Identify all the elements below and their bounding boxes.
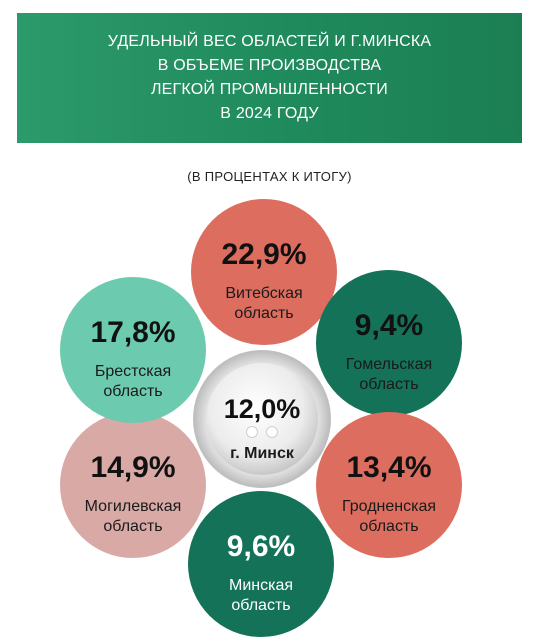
title-line-1: УДЕЛЬНЫЙ ВЕС ОБЛАСТЕЙ И Г.МИНСКА bbox=[107, 33, 432, 50]
region-label-brest-line-2: область bbox=[103, 383, 162, 400]
bubble-grodno: 13,4% Гродненская область bbox=[316, 412, 462, 558]
bubble-minsk-city: 12,0% г. Минск bbox=[193, 350, 331, 488]
bubble-brest: 17,8% Брестская область bbox=[60, 277, 206, 423]
bubble-vitebsk: 22,9% Витебская область bbox=[191, 199, 337, 345]
region-label-gomel-line-2: область bbox=[359, 376, 418, 393]
bubble-mogilev: 14,9% Могилевская область bbox=[60, 412, 206, 558]
value-label-minsk-region: 9,6% bbox=[227, 530, 295, 563]
socket-hole-right bbox=[266, 426, 278, 438]
value-label-gomel: 9,4% bbox=[355, 309, 423, 342]
socket-face bbox=[206, 363, 318, 475]
title-line-2: В ОБЪЕМЕ ПРОИЗВОДСТВА bbox=[157, 57, 382, 74]
title-line-3: ЛЕГКОЙ ПРОМЫШЛЕННОСТИ bbox=[150, 81, 388, 98]
region-label-brest-line-1: Брестская bbox=[95, 363, 171, 380]
region-label-grodno-line-2: область bbox=[359, 518, 418, 535]
region-label-gomel-line-1: Гомельская bbox=[346, 356, 432, 373]
chart-subtitle: (В ПРОЦЕНТАХ К ИТОГУ) bbox=[187, 169, 352, 184]
region-label-vitebsk-line-1: Витебская bbox=[225, 285, 302, 302]
bubble-circle-mogilev bbox=[60, 412, 206, 558]
bubble-circle-grodno bbox=[316, 412, 462, 558]
title-line-4: В 2024 ГОДУ bbox=[220, 105, 319, 122]
socket-hole-left bbox=[246, 426, 258, 438]
region-label-minsk-region-line-2: область bbox=[231, 597, 290, 614]
value-label-vitebsk: 22,9% bbox=[221, 238, 306, 271]
region-label-grodno-line-1: Гродненская bbox=[342, 498, 436, 515]
bubble-circle-brest bbox=[60, 277, 206, 423]
region-label-mogilev-line-2: область bbox=[103, 518, 162, 535]
bubble-gomel: 9,4% Гомельская область bbox=[316, 270, 462, 416]
region-label-minsk-region-line-1: Минская bbox=[229, 577, 293, 594]
value-label-mogilev: 14,9% bbox=[90, 451, 175, 484]
value-label-minsk-city: 12,0% bbox=[224, 394, 301, 424]
bubble-circle-minsk-region bbox=[188, 491, 334, 637]
title-banner: УДЕЛЬНЫЙ ВЕС ОБЛАСТЕЙ И Г.МИНСКА В ОБЪЕМ… bbox=[17, 13, 522, 143]
region-label-minsk-city: г. Минск bbox=[230, 445, 295, 462]
bubble-circle-gomel bbox=[316, 270, 462, 416]
bubble-circle-vitebsk bbox=[191, 199, 337, 345]
value-label-grodno: 13,4% bbox=[346, 451, 431, 484]
region-label-mogilev-line-1: Могилевская bbox=[85, 498, 182, 515]
region-label-vitebsk-line-2: область bbox=[234, 305, 293, 322]
bubble-minsk-region: 9,6% Минская область bbox=[188, 491, 334, 637]
value-label-brest: 17,8% bbox=[90, 316, 175, 349]
